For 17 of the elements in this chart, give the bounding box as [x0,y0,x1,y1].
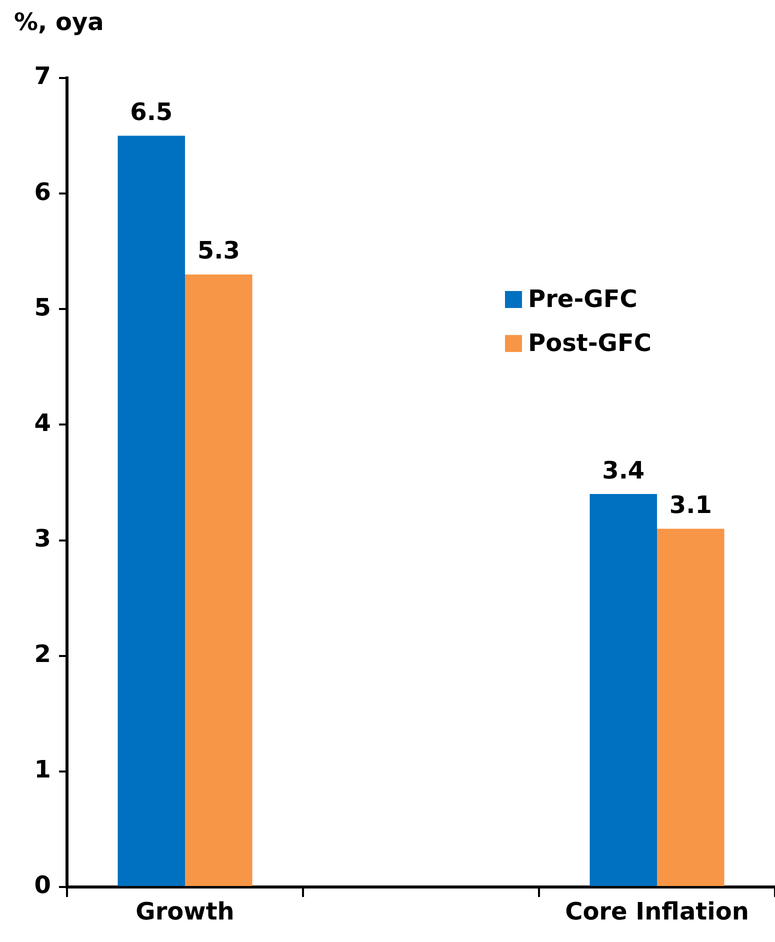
y-tick-label: 7 [34,62,51,90]
data-label: 3.1 [669,490,712,519]
x-tick-label: Core Inflation [565,898,749,926]
data-label: 3.4 [602,456,645,484]
data-label: 5.3 [197,236,240,265]
y-tick-label: 2 [34,640,51,668]
legend-label: Post-GFC [528,329,652,357]
data-label: 6.5 [130,98,173,126]
legend-label: Pre-GFC [528,285,638,313]
y-tick-label: 5 [34,293,51,322]
y-tick-label: 1 [34,756,51,784]
x-tick-label: Growth [136,898,234,926]
y-tick-label: 4 [34,408,51,437]
y-tick-label: 6 [34,178,51,206]
y-tick-label: 0 [34,871,51,900]
y-axis-title: %, oya [14,8,104,36]
y-tick-label: 3 [34,524,51,553]
